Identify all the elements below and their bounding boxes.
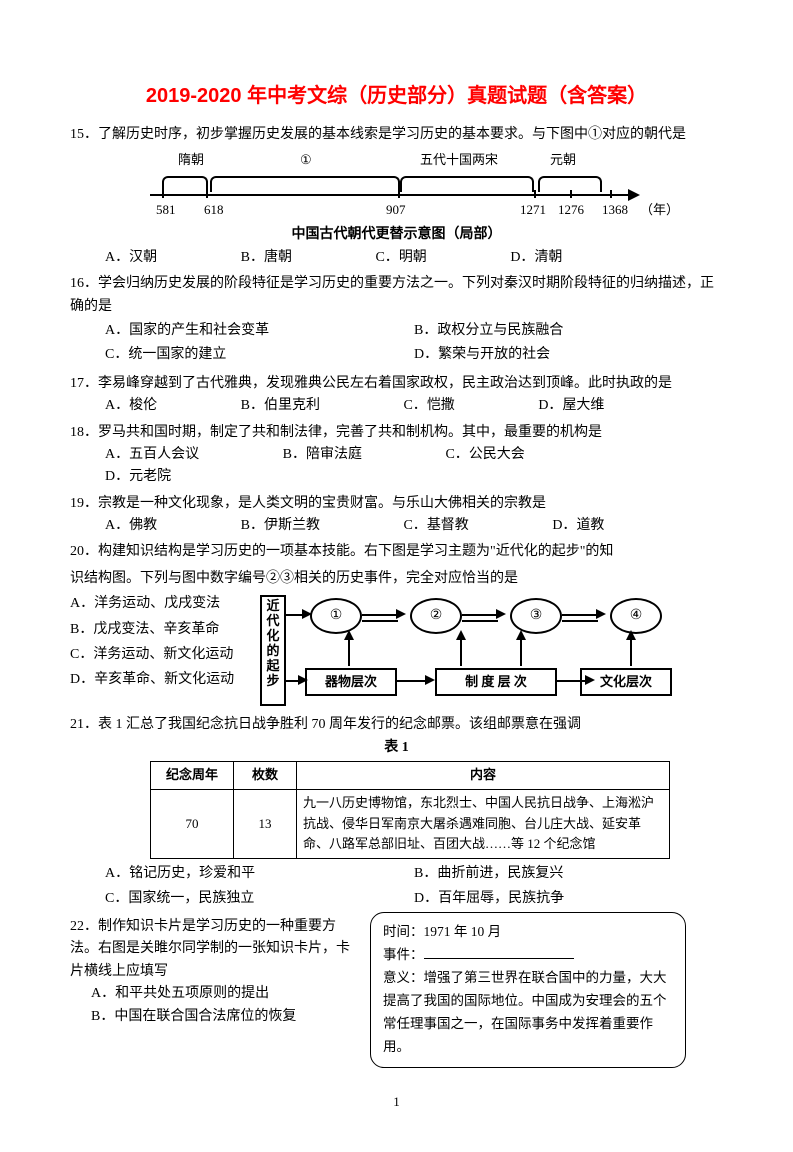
q20-stem2: 识结构图。下列与图中数字编号②③相关的历史事件，完全对应恰当的是 bbox=[70, 568, 723, 590]
q20-options: A．洋务运动、戊戌变法 B．戊戌变法、辛亥革命 C．洋务运动、新文化运动 D．辛… bbox=[70, 590, 260, 695]
card-line2: 事件： bbox=[383, 947, 424, 962]
q15-opt-c: 明朝 bbox=[399, 247, 427, 269]
q18-opt-b: 陪审法庭 bbox=[306, 444, 362, 466]
q17-opt-c: 恺撒 bbox=[427, 395, 455, 417]
q16-opt-c: 统一国家的建立 bbox=[128, 347, 226, 362]
q18-stem: 18．罗马共和国时期，制定了共和制法律，完善了共和制机构。其中，最重要的机构是 bbox=[70, 422, 723, 444]
q19-options: A．佛教 B．伊斯兰教 C．基督教 D．道教 bbox=[70, 515, 723, 537]
q19-stem: 19．宗教是一种文化现象，是人类文明的宝贵财富。与乐山大佛相关的宗教是 bbox=[70, 493, 723, 515]
q20-diagram: 近代化的起步 ①②③④器物层次制 度 层 次文化层次 bbox=[260, 590, 680, 710]
q21-opt-c: 国家统一，民族独立 bbox=[128, 891, 254, 906]
q22-stem: 22．制作知识卡片是学习历史的一种重要方法。右图是关睢尔同学制的一张知识卡片，卡… bbox=[70, 916, 360, 983]
q21-table: 纪念周年 枚数 内容 70 13 九一八历史博物馆，东北烈士、中国人民抗日战争、… bbox=[150, 761, 670, 859]
q20-opt-c: 洋务运动、新文化运动 bbox=[93, 647, 233, 662]
card-blank bbox=[424, 958, 574, 959]
card-line3: 意义：增强了第三世界在联合国中的力量，大大提高了我国的国际地位。中国成为安理会的… bbox=[383, 967, 673, 1059]
q21-c1: 70 bbox=[151, 789, 234, 858]
q16-opt-b: 政权分立与民族融合 bbox=[437, 323, 563, 338]
q18-opt-a: 五百人会议 bbox=[129, 444, 199, 466]
q21-options: A．铭记历史，珍爱和平C．国家统一，民族独立 B．曲折前进，民族复兴D．百年屈辱… bbox=[70, 861, 723, 912]
q21-c2: 13 bbox=[234, 789, 297, 858]
q16-options: A．国家的产生和社会变革C．统一国家的建立 B．政权分立与民族融合D．繁荣与开放… bbox=[70, 318, 723, 369]
q20-stem1: 20．构建知识结构是学习历史的一项基本技能。右下图是学习主题为"近代化的起步"的… bbox=[70, 541, 723, 563]
q22-opt-b: 中国在联合国合法席位的恢复 bbox=[114, 1009, 296, 1024]
q19-opt-c: 基督教 bbox=[427, 515, 469, 537]
q16-opt-d: 繁荣与开放的社会 bbox=[438, 347, 550, 362]
q17-stem: 17．李易峰穿越到了古代雅典，发现雅典公民左右着国家政权，民主政治达到顶峰。此时… bbox=[70, 373, 723, 395]
q16-stem: 16．学会归纳历史发展的阶段特征是学习历史的重要方法之一。下列对秦汉时期阶段特征… bbox=[70, 273, 723, 318]
q21-h2: 枚数 bbox=[234, 762, 297, 790]
q18-options: A．五百人会议 B．陪审法庭 C．公民大会 D．元老院 bbox=[70, 444, 723, 489]
q15-stem: 15．了解历史时序，初步掌握历史发展的基本线索是学习历史的基本要求。与下图中①对… bbox=[70, 124, 723, 146]
q15-opt-b: 唐朝 bbox=[264, 247, 292, 269]
q20-opt-b: 戊戌变法、辛亥革命 bbox=[93, 622, 219, 637]
q21-stem: 21．表 1 汇总了我国纪念抗日战争胜利 70 周年发行的纪念邮票。该组邮票意在… bbox=[70, 714, 723, 736]
q16-opt-a: 国家的产生和社会变革 bbox=[129, 323, 269, 338]
q20-opt-d: 辛亥革命、新文化运动 bbox=[94, 672, 234, 687]
card-line1: 时间：1971 年 10 月 bbox=[383, 921, 673, 944]
q15-opt-a: 汉朝 bbox=[129, 247, 157, 269]
knowledge-card: 时间：1971 年 10 月 事件： 意义：增强了第三世界在联合国中的力量，大大… bbox=[370, 912, 686, 1068]
q18-opt-c: 公民大会 bbox=[469, 444, 525, 466]
q17-options: A．梭伦 B．伯里克利 C．恺撒 D．屋大维 bbox=[70, 395, 723, 417]
page-number: 1 bbox=[70, 1092, 723, 1113]
q19-opt-d: 道教 bbox=[576, 515, 604, 537]
q17-opt-d: 屋大维 bbox=[562, 395, 604, 417]
timeline-diagram: 隋朝①五代十国两宋元朝 581618907127112761368（年） bbox=[150, 150, 650, 220]
q15-opt-d: 清朝 bbox=[534, 247, 562, 269]
q21-h1: 纪念周年 bbox=[151, 762, 234, 790]
q21-opt-a: 铭记历史，珍爱和平 bbox=[129, 866, 255, 881]
q21-table-title: 表 1 bbox=[70, 737, 723, 759]
q19-opt-b: 伊斯兰教 bbox=[264, 515, 320, 537]
q21-h3: 内容 bbox=[297, 762, 670, 790]
q22-opt-a: 和平共处五项原则的提出 bbox=[115, 986, 269, 1001]
q17-opt-b: 伯里克利 bbox=[264, 395, 320, 417]
q19-opt-a: 佛教 bbox=[129, 515, 157, 537]
timeline-caption: 中国古代朝代更替示意图（局部） bbox=[70, 224, 723, 246]
q20-opt-a: 洋务运动、戊戌变法 bbox=[94, 596, 220, 611]
q21-c3: 九一八历史博物馆，东北烈士、中国人民抗日战争、上海淞沪抗战、侵华日军南京大屠杀遇… bbox=[297, 789, 670, 858]
q21-opt-d: 百年屈辱，民族抗争 bbox=[438, 891, 564, 906]
q17-opt-a: 梭伦 bbox=[129, 395, 157, 417]
q15-options: A．汉朝 B．唐朝 C．明朝 D．清朝 bbox=[70, 247, 723, 269]
page-title: 2019-2020 年中考文综（历史部分）真题试题（含答案） bbox=[70, 80, 723, 112]
q18-opt-d: 元老院 bbox=[129, 466, 171, 488]
q21-opt-b: 曲折前进，民族复兴 bbox=[437, 866, 563, 881]
